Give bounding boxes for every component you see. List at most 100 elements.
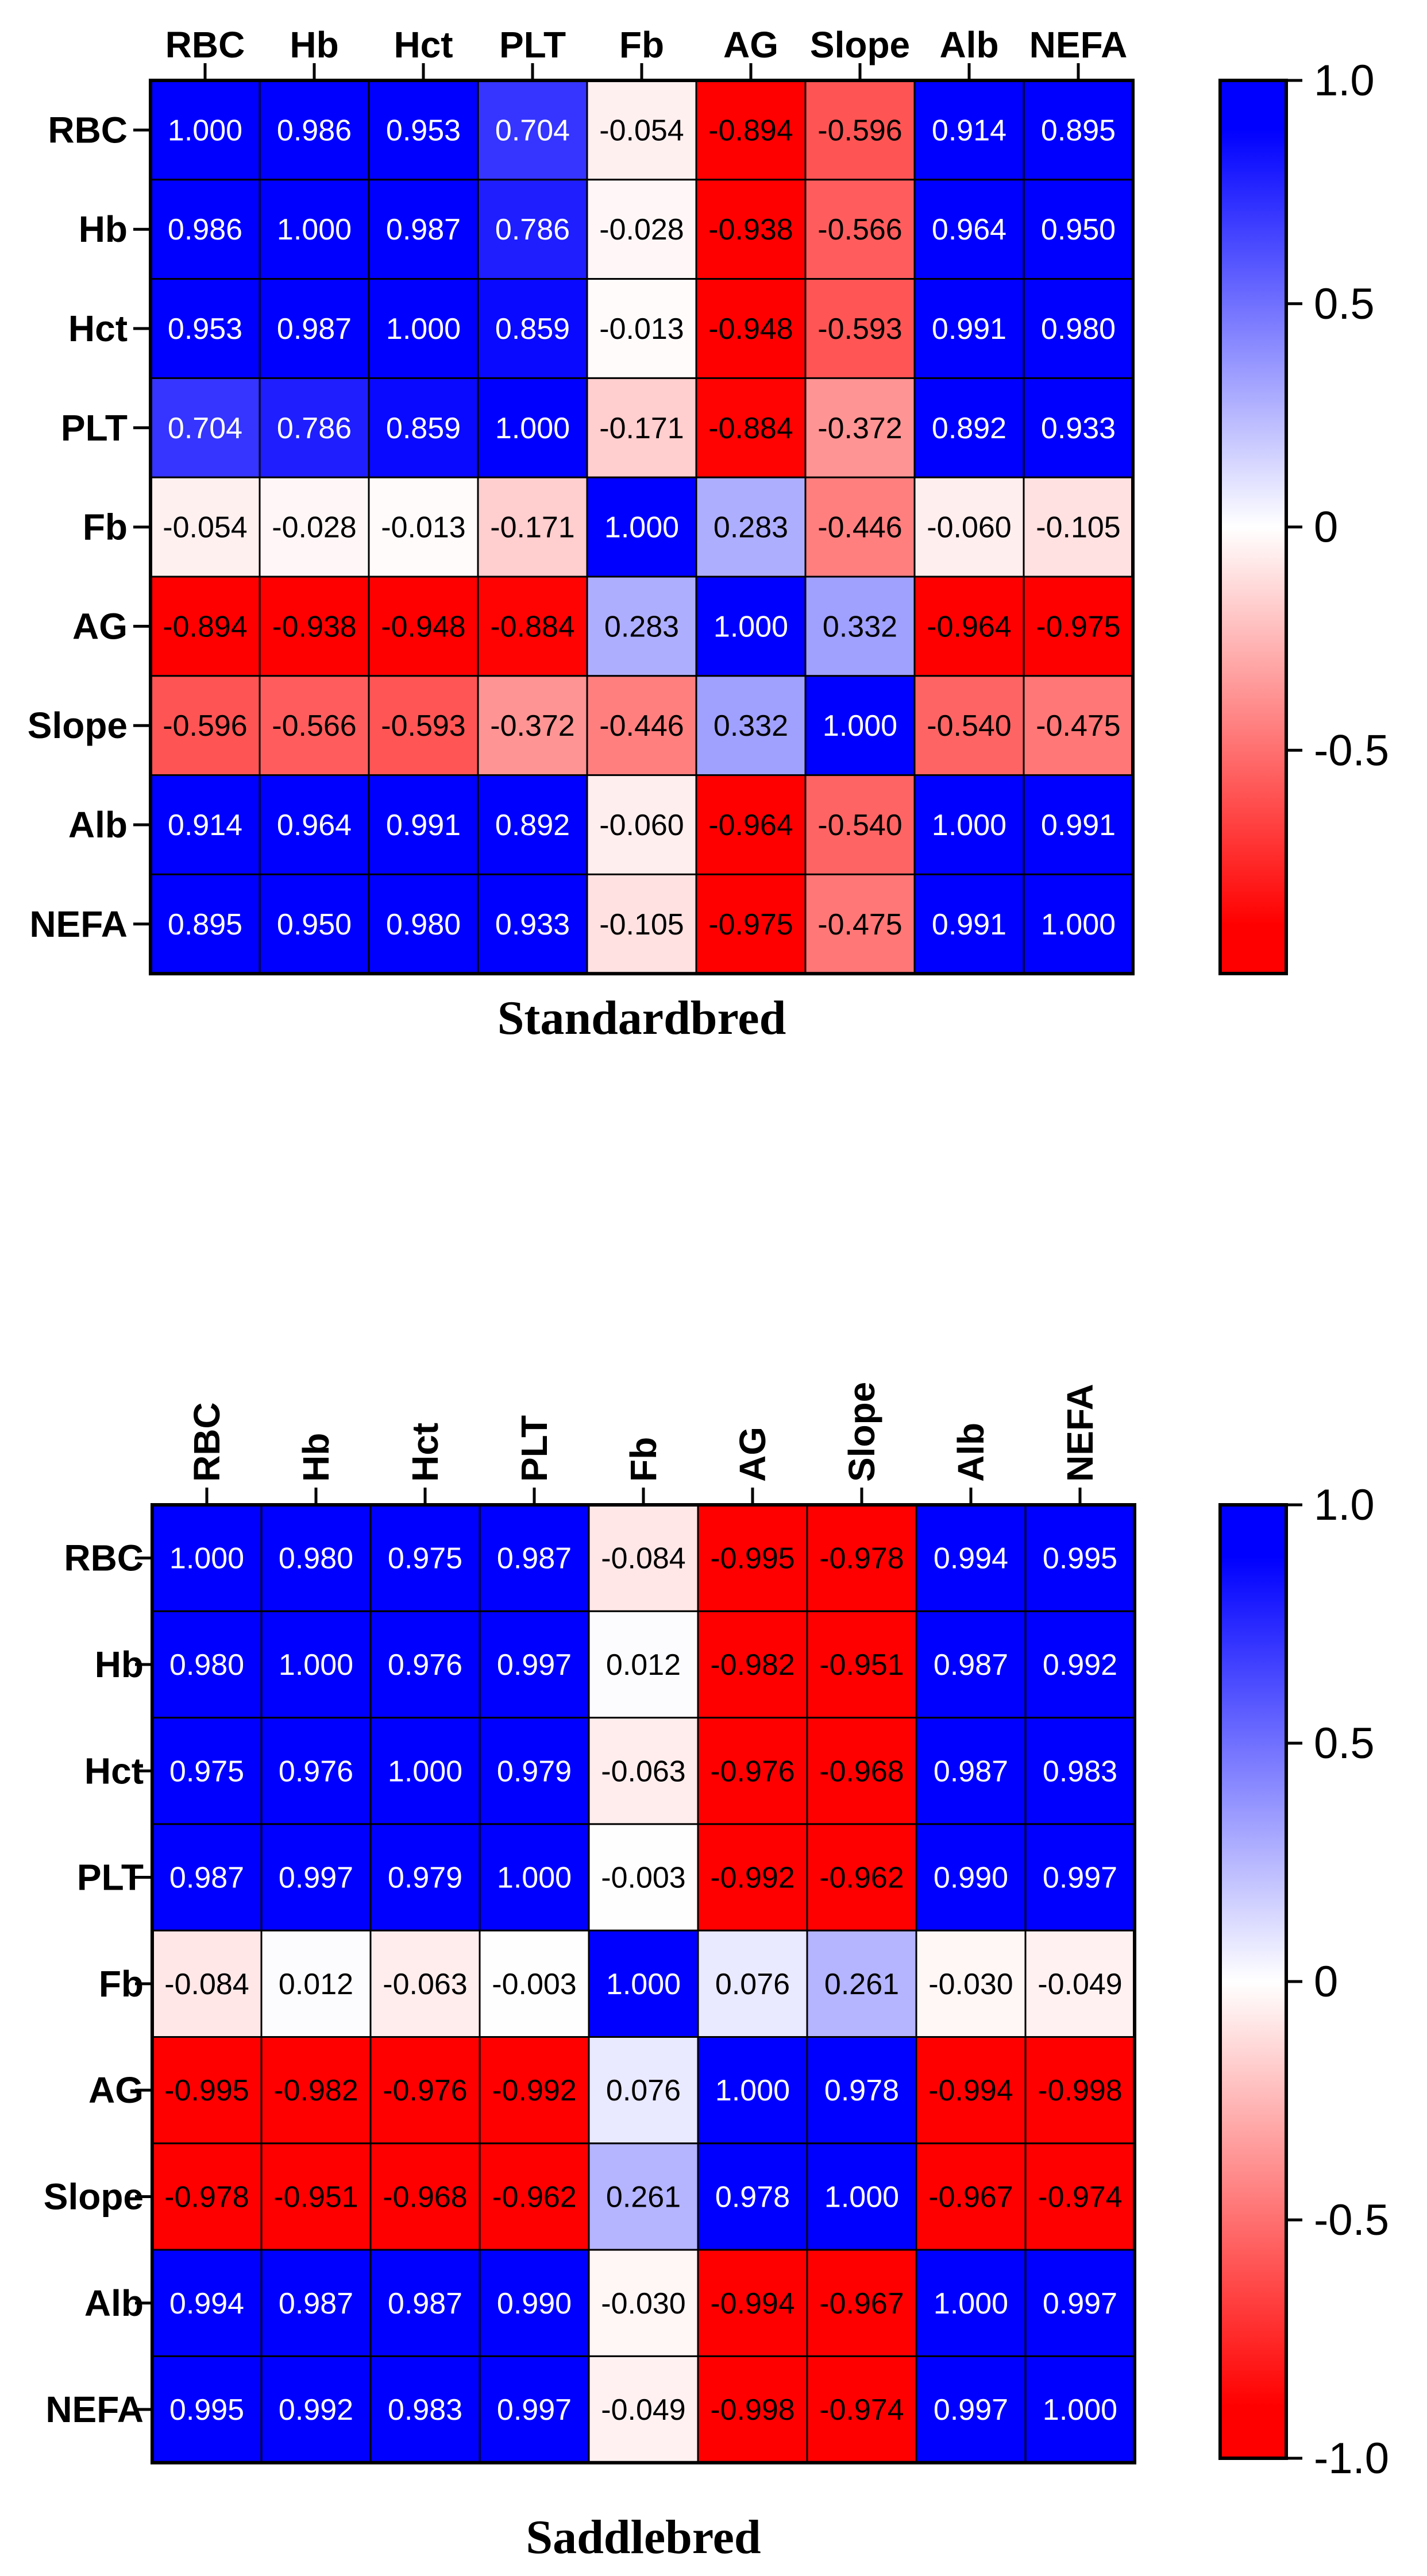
cell-value-label: 0.704 bbox=[495, 114, 570, 147]
heatmap-cell-ag-nefa bbox=[1023, 576, 1134, 677]
heatmap-cell-alb-slope bbox=[804, 774, 916, 875]
cell-value-label: 0.980 bbox=[386, 908, 461, 941]
heatmap-cell-ag-fb bbox=[586, 576, 697, 677]
cell-value-label: -0.054 bbox=[599, 114, 684, 147]
cell-value-label: 1.000 bbox=[388, 1755, 462, 1788]
cell-value-label: 1.000 bbox=[823, 709, 897, 743]
cell-value-label: -0.540 bbox=[927, 709, 1011, 743]
cell-value-label: -0.978 bbox=[164, 2180, 249, 2214]
heatmap-cell-plt-slope bbox=[806, 1823, 917, 1932]
cell-value-label: 0.964 bbox=[932, 213, 1006, 246]
cell-value-label: -0.030 bbox=[601, 2287, 685, 2320]
heatmap-cell-hct-rbc bbox=[149, 278, 261, 379]
cell-value-label: -0.446 bbox=[817, 511, 902, 544]
heatmap-cell-alb-hct bbox=[368, 774, 479, 875]
cell-value-label: 0.987 bbox=[277, 312, 352, 346]
heatmap-cell-hb-hct bbox=[369, 1610, 481, 1719]
cell-value-label: -0.566 bbox=[272, 709, 356, 743]
cell-value-label: 0.979 bbox=[388, 1861, 462, 1895]
col-label-ag: AG bbox=[732, 1427, 773, 1482]
heatmap-cell-nefa-hb bbox=[260, 2355, 372, 2464]
cell-value-label: -0.475 bbox=[817, 908, 902, 941]
cell-value-label: -0.994 bbox=[928, 2074, 1013, 2107]
heatmap-cell-slope-ag bbox=[697, 2142, 808, 2251]
cell-value-label: 0.991 bbox=[1041, 809, 1116, 842]
cell-value-label: 0.786 bbox=[277, 412, 352, 445]
cell-value-label: -0.084 bbox=[601, 1542, 685, 1575]
heatmap-cell-plt-rbc bbox=[151, 1823, 263, 1932]
cell-value-label: 0.980 bbox=[1041, 312, 1116, 346]
cell-value-label: 1.000 bbox=[1043, 2393, 1117, 2427]
cell-value-label: 0.983 bbox=[1043, 1755, 1117, 1788]
cell-value-label: -0.968 bbox=[819, 1755, 904, 1788]
cell-value-label: -0.054 bbox=[163, 511, 247, 544]
cell-value-label: -0.975 bbox=[708, 908, 793, 941]
cell-value-label: 0.987 bbox=[934, 1755, 1008, 1788]
heatmap-cell-fb-alb bbox=[915, 1929, 1027, 2038]
heatmap-cell-hct-fb bbox=[586, 278, 697, 379]
heatmap-cell-slope-slope bbox=[804, 675, 916, 777]
heatmap-cell-slope-slope bbox=[806, 2142, 917, 2251]
cell-value-label: 0.991 bbox=[932, 312, 1006, 346]
cell-value-label: -0.948 bbox=[708, 312, 793, 346]
heatmap-cell-hb-hct bbox=[368, 179, 479, 280]
col-label-hb: Hb bbox=[290, 24, 338, 65]
cell-value-label: -0.964 bbox=[708, 809, 793, 842]
heatmap-cell-hct-plt bbox=[477, 278, 588, 379]
cell-value-label: 0.975 bbox=[388, 1542, 462, 1575]
cell-value-label: 0.987 bbox=[386, 213, 461, 246]
cell-value-label: -0.951 bbox=[819, 1648, 904, 1682]
col-label-hct: Hct bbox=[394, 24, 453, 65]
cell-value-label: 0.987 bbox=[934, 1648, 1008, 1682]
col-label-slope: Slope bbox=[841, 1382, 882, 1482]
heatmap-cell-nefa-hct bbox=[368, 873, 479, 975]
heatmap-cell-ag-hct bbox=[369, 2036, 481, 2145]
row-label-slope: Slope bbox=[44, 2176, 144, 2217]
row-label-alb: Alb bbox=[68, 804, 128, 845]
cell-value-label: 0.076 bbox=[715, 1968, 790, 2001]
cell-value-label: -0.049 bbox=[1038, 1968, 1122, 2001]
cell-value-label: 0.992 bbox=[1043, 1648, 1117, 1682]
cell-value-label: -0.938 bbox=[272, 610, 356, 643]
cell-value-label: 0.980 bbox=[279, 1542, 353, 1575]
heatmap-cell-nefa-plt bbox=[477, 873, 588, 975]
cell-value-label: 0.261 bbox=[606, 2180, 681, 2214]
cell-value-label: 0.953 bbox=[168, 312, 242, 346]
col-label-ag: AG bbox=[723, 24, 778, 65]
cell-value-label: -0.372 bbox=[490, 709, 574, 743]
cell-value-label: -0.013 bbox=[599, 312, 684, 346]
cell-value-label: -0.976 bbox=[383, 2074, 467, 2107]
cell-value-label: 1.000 bbox=[1041, 908, 1116, 941]
heatmap-cell-ag-hct bbox=[368, 576, 479, 677]
cell-value-label: -0.992 bbox=[492, 2074, 576, 2107]
cell-value-label: -0.951 bbox=[273, 2180, 358, 2214]
panel-title: Standardbred bbox=[497, 991, 786, 1045]
heatmap-cell-fb-ag bbox=[697, 1929, 808, 2038]
cell-value-label: 0.892 bbox=[495, 809, 570, 842]
heatmap-cell-nefa-rbc bbox=[149, 873, 261, 975]
col-label-rbc: RBC bbox=[186, 1402, 227, 1482]
cell-value-label: 0.012 bbox=[279, 1968, 353, 2001]
heatmap-cell-nefa-rbc bbox=[151, 2355, 263, 2464]
cell-value-label: -0.884 bbox=[708, 412, 793, 445]
col-label-plt: PLT bbox=[499, 24, 566, 65]
heatmap-cell-nefa-hb bbox=[259, 873, 370, 975]
heatmap-cell-hct-slope bbox=[804, 278, 916, 379]
heatmap-cell-alb-hct bbox=[369, 2249, 481, 2357]
cell-value-label: -0.171 bbox=[599, 412, 684, 445]
heatmap-cell-ag-fb bbox=[588, 2036, 699, 2145]
col-label-nefa: NEFA bbox=[1029, 24, 1128, 65]
cell-value-label: 0.895 bbox=[168, 908, 242, 941]
colorbar bbox=[1218, 79, 1288, 975]
heatmap-cell-slope-rbc bbox=[149, 675, 261, 777]
heatmap-cell-hb-alb bbox=[915, 1610, 1027, 1719]
cell-value-label: 0.997 bbox=[1043, 1861, 1117, 1895]
heatmap-cell-alb-plt bbox=[479, 2249, 590, 2357]
cell-value-label: 0.987 bbox=[169, 1861, 244, 1895]
row-label-fb: Fb bbox=[99, 1963, 144, 2005]
cell-value-label: -0.030 bbox=[928, 1968, 1013, 2001]
cell-value-label: -0.596 bbox=[163, 709, 247, 743]
cell-value-label: 0.997 bbox=[1043, 2287, 1117, 2320]
heatmap-cell-plt-plt bbox=[477, 377, 588, 478]
cell-value-label: 0.986 bbox=[168, 213, 242, 246]
